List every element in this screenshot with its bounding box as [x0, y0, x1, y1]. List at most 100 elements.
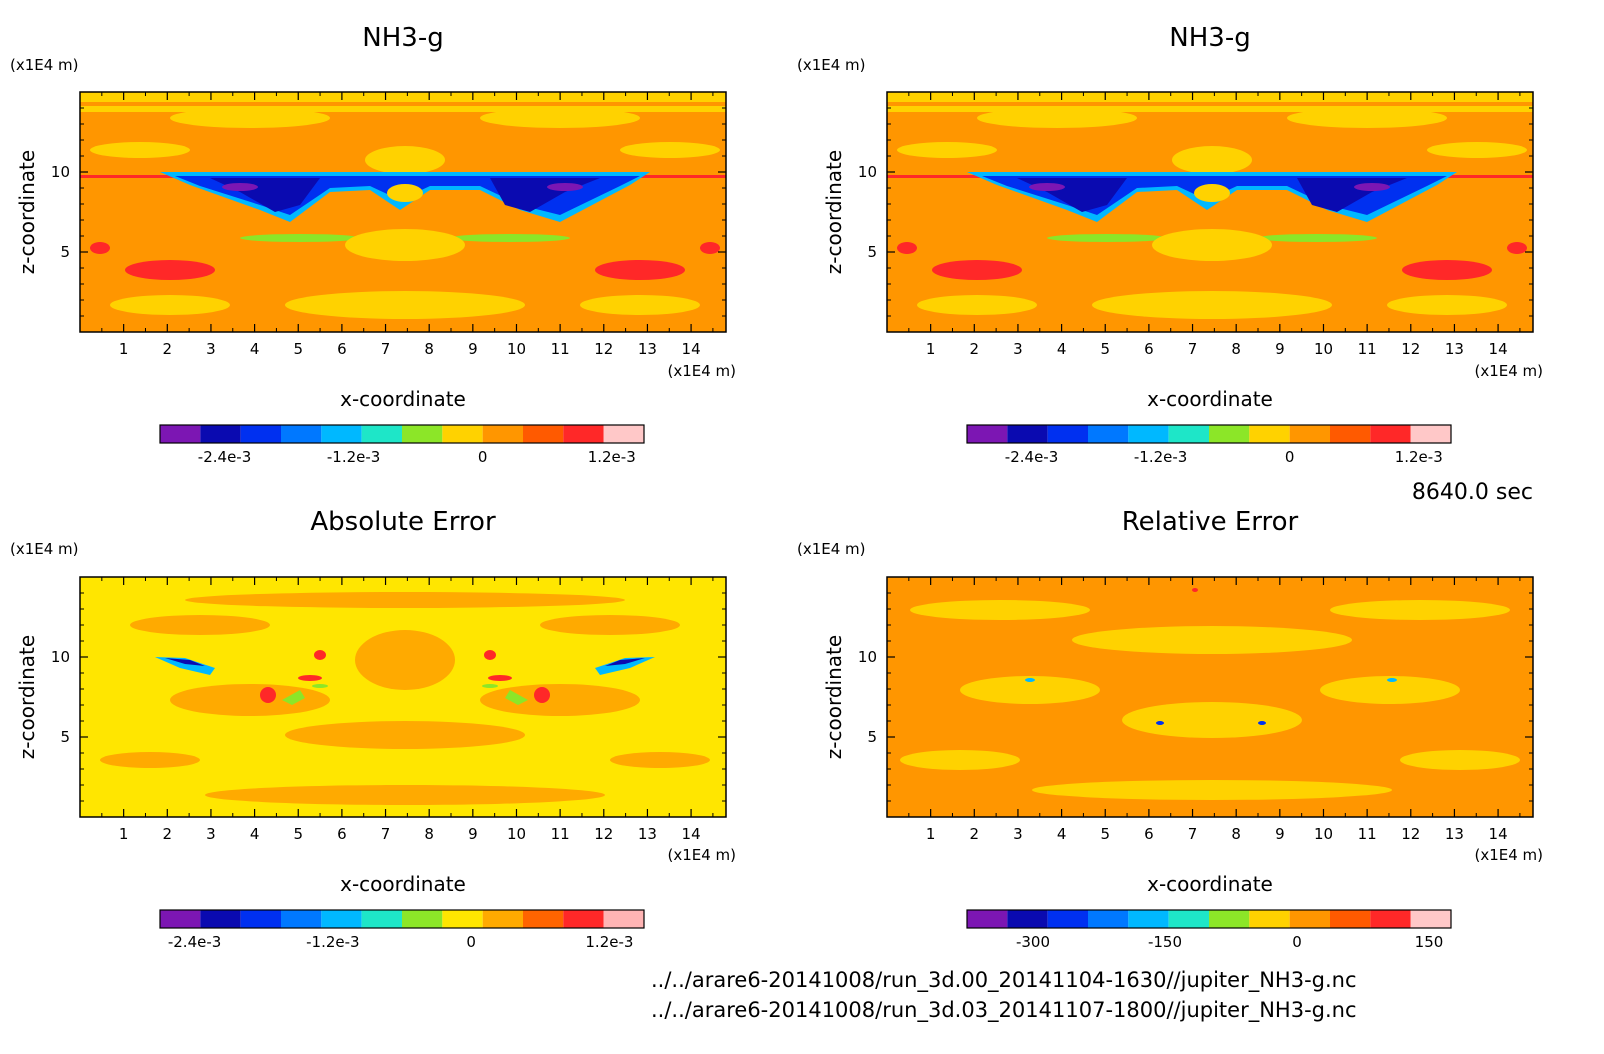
colorbar-segment	[402, 425, 443, 443]
x-tick-label: 7	[1188, 340, 1198, 358]
colorbar-segment	[1209, 910, 1250, 928]
colorbar-label: -300	[1016, 933, 1050, 951]
colorbar-segment	[200, 910, 241, 928]
x-tick-label: 6	[337, 340, 347, 358]
colorbar-segment	[1330, 910, 1371, 928]
y-tick-label: 5	[60, 243, 70, 261]
y-tick-label: 10	[858, 163, 877, 181]
x-tick-label: 13	[1445, 340, 1464, 358]
panel-2-y-label: z-coordinate	[822, 150, 846, 274]
panel-4-contour-field	[887, 577, 1533, 817]
x-tick-label: 6	[337, 825, 347, 843]
colorbar-segment	[240, 425, 281, 443]
panel-4-title: Relative Error	[1122, 507, 1299, 537]
colorbar-segment	[442, 425, 483, 443]
panel-2-x-ticks: 1 2 3 4 5 6 7 8 9 10 11 12 13 14	[908, 92, 1521, 358]
colorbar-segment	[482, 910, 523, 928]
x-tick-label: 12	[594, 340, 613, 358]
x-tick-label: 9	[1275, 825, 1285, 843]
x-tick-label: 11	[551, 340, 570, 358]
panel-4-frame	[886, 576, 1534, 818]
colorbar-segment	[281, 910, 322, 928]
panel-4-y-label: z-coordinate	[822, 635, 846, 759]
colorbar-segment	[967, 425, 1008, 443]
x-tick-label: 11	[551, 825, 570, 843]
colorbar-segment	[1370, 425, 1411, 443]
panel-4-x-ticks: 1 2 3 4 5 6 7 8 9 10 11 12 13 14	[908, 577, 1521, 843]
panel-3-y-unit: (x1E4 m)	[10, 540, 79, 558]
x-tick-label: 13	[638, 340, 657, 358]
x-tick-label: 3	[206, 825, 216, 843]
panel-1-y-label: z-coordinate	[15, 150, 39, 274]
colorbar-label: -2.4e-3	[168, 933, 221, 951]
x-tick-label: 1	[119, 340, 129, 358]
colorbar-label: 1.2e-3	[585, 933, 633, 951]
colorbar-segment	[1289, 910, 1330, 928]
colorbar-label: -2.4e-3	[1005, 448, 1058, 466]
colorbar-segment	[603, 425, 644, 443]
colorbar-segment	[160, 425, 201, 443]
x-tick-label: 12	[1401, 825, 1420, 843]
panel-2-colorbar: -2.4e-3 -1.2e-3 0 1.2e-3	[966, 424, 1452, 466]
colorbar-segment	[967, 910, 1008, 928]
x-tick-label: 14	[1489, 825, 1508, 843]
panel-2-contour-field	[887, 92, 1533, 332]
colorbar-segment	[442, 910, 483, 928]
panel-2-y-ticks: 5 10	[858, 107, 1533, 317]
x-tick-label: 13	[1445, 825, 1464, 843]
panel-4: Relative Error (x1E4 m) 1 2 3 4 5 6 7 8 9 10 11 12 1…	[797, 507, 1543, 951]
file-path-2: ../../arare6-20141008/run_3d.03_20141107…	[651, 998, 1357, 1022]
panel-1-x-ticks: 1 2 3 4 5 6 7 8 9 10 11 12 13 14	[101, 92, 714, 358]
x-tick-label: 7	[381, 825, 391, 843]
x-tick-label: 6	[1144, 825, 1154, 843]
x-tick-label: 7	[1188, 825, 1198, 843]
colorbar-segment	[523, 425, 564, 443]
panel-4-x-label: x-coordinate	[1147, 872, 1273, 896]
x-tick-label: 9	[468, 340, 478, 358]
panel-2-x-label: x-coordinate	[1147, 387, 1273, 411]
colorbar-label: 1.2e-3	[588, 448, 636, 466]
colorbar-segment	[1410, 910, 1451, 928]
y-tick-label: 5	[867, 728, 877, 746]
colorbar-segment	[361, 910, 402, 928]
colorbar-label: -1.2e-3	[327, 448, 380, 466]
colorbar-segment	[1007, 425, 1048, 443]
x-tick-label: 11	[1358, 340, 1377, 358]
panel-4-colorbar: -300 -150 0 150	[966, 909, 1452, 951]
colorbar-segment	[1047, 910, 1088, 928]
panel-1-contour-field	[80, 92, 726, 332]
x-tick-label: 10	[1314, 340, 1333, 358]
x-tick-label: 10	[507, 825, 526, 843]
panel-3-y-ticks: 5 10	[51, 592, 726, 802]
panel-1-y-ticks: 5 10	[51, 107, 726, 317]
panel-2-y-unit: (x1E4 m)	[797, 56, 866, 74]
colorbar-segment	[321, 425, 362, 443]
x-tick-label: 6	[1144, 340, 1154, 358]
colorbar-segment	[1128, 425, 1169, 443]
colorbar-segment	[1330, 425, 1371, 443]
colorbar-segment	[1249, 910, 1290, 928]
x-tick-label: 1	[119, 825, 129, 843]
panel-1-y-unit: (x1E4 m)	[10, 56, 79, 74]
colorbar-segment	[160, 910, 201, 928]
colorbar-segment	[1168, 910, 1209, 928]
colorbar-label: 1.2e-3	[1395, 448, 1443, 466]
panel-1-colorbar: -2.4e-3 -1.2e-3 0 1.2e-3	[159, 424, 645, 466]
panel-3-x-label: x-coordinate	[340, 872, 466, 896]
x-tick-label: 14	[682, 340, 701, 358]
x-tick-label: 8	[1231, 825, 1241, 843]
x-tick-label: 14	[682, 825, 701, 843]
panel-3-x-unit: (x1E4 m)	[667, 846, 736, 864]
colorbar-segment	[240, 910, 281, 928]
x-tick-label: 12	[1401, 340, 1420, 358]
x-tick-label: 5	[293, 825, 303, 843]
x-tick-label: 8	[1231, 340, 1241, 358]
panel-1-x-label: x-coordinate	[340, 387, 466, 411]
colorbar-segment	[1088, 425, 1129, 443]
y-tick-label: 5	[60, 728, 70, 746]
x-tick-label: 4	[1057, 340, 1067, 358]
x-tick-label: 2	[163, 825, 173, 843]
colorbar-frame	[159, 909, 645, 929]
colorbar-label: 0	[478, 448, 488, 466]
